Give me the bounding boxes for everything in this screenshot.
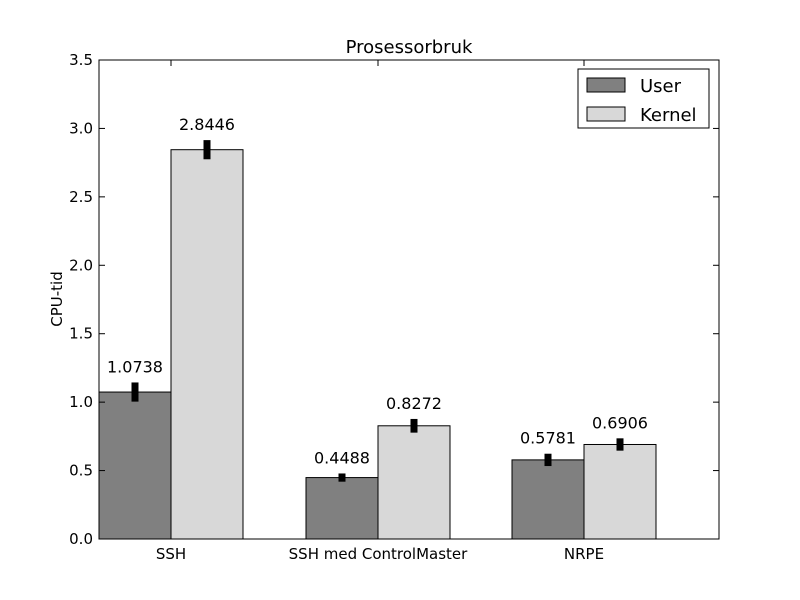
error-bar-kernel-2 [410, 418, 418, 433]
data-label-user-3: 0.5781 [520, 429, 576, 448]
legend: User Kernel [577, 68, 710, 129]
y-tick-label: 1.5 [69, 325, 93, 343]
error-bar-user-3 [544, 453, 552, 467]
data-label-kernel-1: 2.8446 [179, 115, 235, 134]
data-label-user-1: 1.0738 [107, 357, 163, 376]
data-label-user-2: 0.4488 [314, 448, 370, 467]
y-tick-label: 2.0 [69, 256, 93, 274]
legend-label-user: User [640, 76, 682, 97]
y-tick-label: 3.5 [69, 51, 93, 69]
legend-swatch-kernel [586, 106, 626, 122]
y-tick-label: 0.0 [69, 530, 93, 548]
y-axis-label: CPU-tid [48, 271, 66, 326]
y-tick-label: 3.0 [69, 119, 93, 137]
bar-user-1 [98, 391, 172, 540]
error-bars-group [131, 140, 624, 482]
x-tick-label: NRPE [564, 545, 604, 563]
plot-frame [98, 59, 720, 540]
data-labels-group: 1.0738 2.8446 0.4488 0.8272 0.5781 0.6906 [107, 115, 648, 467]
x-tick-label: SSH [156, 545, 186, 563]
bar-user-3 [511, 459, 585, 540]
x-ticks-group: SSH SSH med ControlMaster NRPE [156, 60, 604, 563]
y-tick-label: 2.5 [69, 188, 93, 206]
legend-swatch-user [586, 77, 626, 93]
bar-kernel-1 [170, 149, 244, 540]
error-bar-user-1 [131, 382, 139, 402]
data-label-kernel-3: 0.6906 [592, 413, 648, 432]
legend-label-kernel: Kernel [640, 105, 697, 126]
chart-title: Prosessorbruk [346, 37, 473, 58]
error-bar-user-2 [338, 473, 346, 482]
bar-kernel-2 [377, 425, 451, 540]
error-bar-kernel-3 [616, 438, 624, 451]
y-tick-label: 0.5 [69, 462, 93, 480]
bars-group [98, 149, 657, 540]
bar-user-2 [305, 477, 379, 540]
bar-kernel-3 [583, 443, 657, 540]
y-tick-label: 1.0 [69, 393, 93, 411]
data-label-kernel-2: 0.8272 [386, 394, 442, 413]
x-tick-label: SSH med ControlMaster [289, 545, 469, 563]
error-bar-kernel-1 [203, 140, 211, 160]
y-ticks-group: 0.0 0.5 1.0 1.5 2.0 2.5 3.0 3.5 [69, 51, 719, 548]
